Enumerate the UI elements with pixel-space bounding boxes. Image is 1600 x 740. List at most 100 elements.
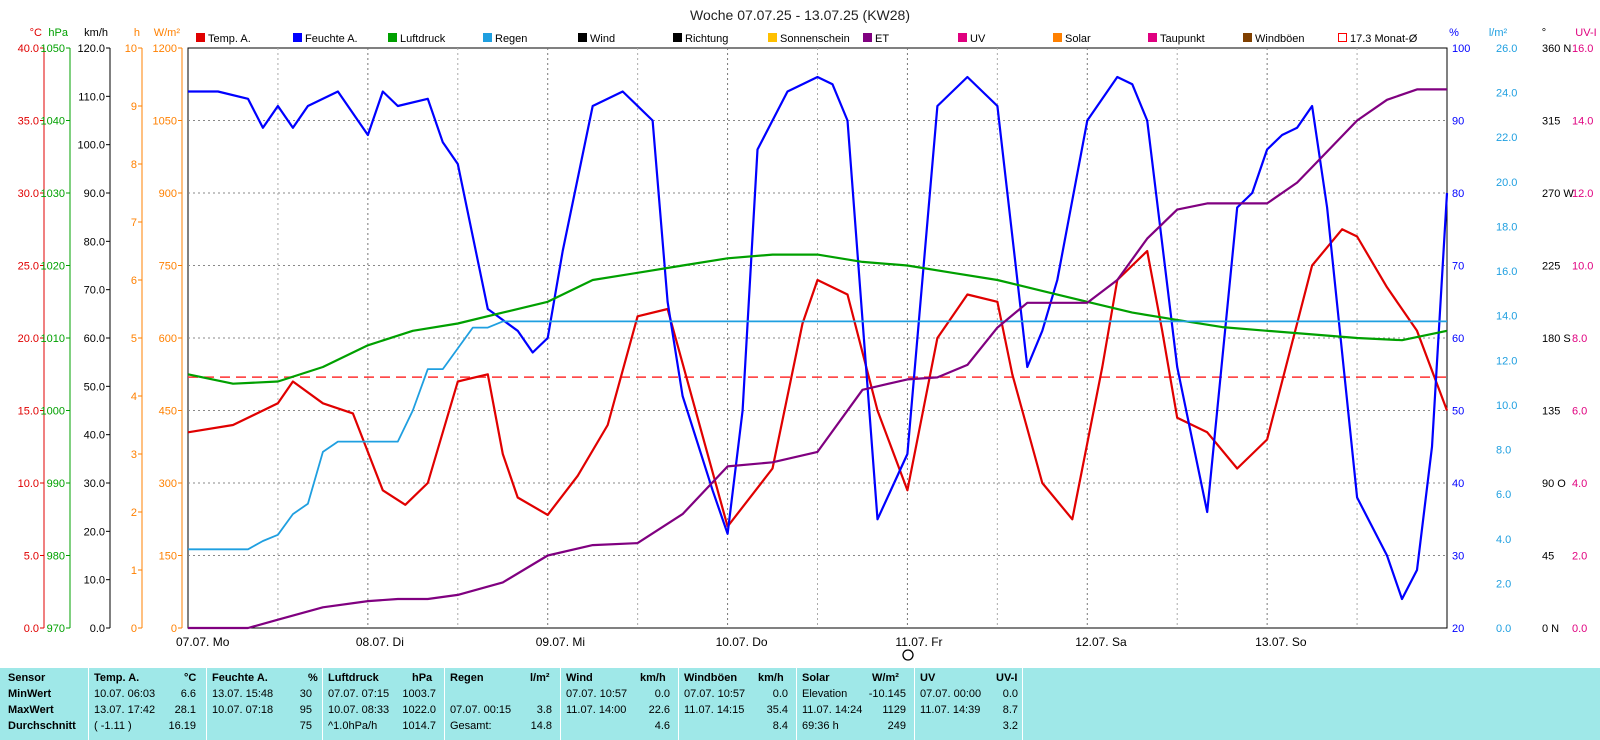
legend-swatch-5 <box>673 33 682 42</box>
right-axis-label-2-8: 0 N <box>1542 623 1559 635</box>
right-axis-label-0-1: 90 <box>1452 116 1464 128</box>
legend-label-12: 17.3 Monat-Ø <box>1350 33 1418 45</box>
right-axis-label-2-4: 180 S <box>1542 333 1571 345</box>
right-axis-label-1-7: 12.0 <box>1496 355 1517 367</box>
right-axis-label-0-7: 30 <box>1452 551 1464 563</box>
left-axis-label-0-6: 10.0 <box>18 478 39 490</box>
left-axis-label-4-1: 1050 <box>153 116 177 128</box>
summary-uv-info: 11.07. 14:39 <box>920 704 981 716</box>
right-axis-label-1-5: 16.0 <box>1496 266 1517 278</box>
day-label-3: 10.07. Do <box>716 635 768 649</box>
left-axis-label-3-4: 6 <box>131 275 137 287</box>
summary-row-label: MinWert <box>8 688 52 700</box>
right-axis-label-2-0: 360 N <box>1542 43 1571 55</box>
col-hum: Feuchte A. <box>212 672 268 684</box>
left-axis-label-4-7: 150 <box>159 551 177 563</box>
summary-press-value: 1003.7 <box>402 688 436 700</box>
summary-rain-value: 3.8 <box>536 704 552 716</box>
legend-swatch-4 <box>578 33 587 42</box>
chart-title: Woche 07.07.25 - 13.07.25 (KW28) <box>690 7 910 23</box>
weather-week-chart: Woche 07.07.25 - 13.07.25 (KW28) Temp. A.… <box>18 7 1597 661</box>
legend-swatch-0 <box>196 33 205 42</box>
left-axis-label-0-5: 15.0 <box>18 406 39 418</box>
legend-swatch-6 <box>768 33 777 42</box>
summary-solar-info: Elevation <box>802 688 848 700</box>
summary-hum-value: 75 <box>299 720 312 732</box>
legend-swatch-8 <box>958 33 967 42</box>
col-uv: UV <box>920 672 936 684</box>
day-label-5: 12.07. Sa <box>1075 635 1127 649</box>
left-axis-label-4-3: 750 <box>159 261 177 273</box>
legend-swatch-10 <box>1148 33 1157 42</box>
summary-wind-value: 0.0 <box>654 688 670 700</box>
summary-header-row: Sensor Temp. A. °C Feuchte A. % Luftdruc… <box>0 672 1600 688</box>
left-axis-label-3-6: 4 <box>131 391 137 403</box>
right-axis-label-1-6: 14.0 <box>1496 311 1517 323</box>
summary-rain-info: 07.07. 00:15 <box>450 704 512 716</box>
left-axis-label-2-4: 80.0 <box>84 236 105 248</box>
summary-wind-value: 22.6 <box>648 704 670 716</box>
right-axis-label-1-1: 24.0 <box>1496 88 1517 100</box>
right-axis-label-2-6: 90 O <box>1542 478 1566 490</box>
summary-uv-info: 07.07. 00:00 <box>920 688 982 700</box>
left-axis-label-1-7: 980 <box>47 551 65 563</box>
day-label-1: 08.07. Di <box>356 635 404 649</box>
right-axis-label-1-12: 2.0 <box>1496 578 1511 590</box>
right-axis-label-2-2: 270 W <box>1542 188 1574 200</box>
legend-label-11: Windböen <box>1255 33 1305 45</box>
right-axis-label-1-9: 8.0 <box>1496 445 1511 457</box>
left-axis-unit-3: h <box>134 27 140 39</box>
summary-rain-value: 14.8 <box>530 720 552 732</box>
right-axis-label-2-3: 225 <box>1542 261 1560 273</box>
summary-gust-info: 11.07. 14:15 <box>684 704 745 716</box>
right-axis-label-1-8: 10.0 <box>1496 400 1517 412</box>
series-line-et <box>188 88 1447 630</box>
legend-label-0: Temp. A. <box>208 33 251 45</box>
right-axis-label-3-2: 12.0 <box>1572 188 1593 200</box>
col-wind-unit: km/h <box>640 672 666 684</box>
summary-solar-value: -10.145 <box>868 688 906 700</box>
summary-press-value: 1022.0 <box>402 704 436 716</box>
summary-press-info: ^1.0hPa/h <box>328 720 378 732</box>
summary-solar-value: 1129 <box>882 704 906 716</box>
left-axis-label-3-0: 10 <box>125 43 137 55</box>
compass-marker <box>902 649 914 661</box>
right-axis-label-0-2: 80 <box>1452 188 1464 200</box>
left-axis-label-0-0: 40.0 <box>18 43 39 55</box>
summary-temp-info: ( -1.11 ) <box>94 720 132 732</box>
right-axis-label-0-3: 70 <box>1452 261 1464 273</box>
right-axis-label-2-5: 135 <box>1542 406 1560 418</box>
legend-label-6: Sonnenschein <box>780 33 850 45</box>
legend-label-2: Luftdruck <box>400 33 446 45</box>
summary-solar-value: 249 <box>887 720 906 732</box>
summary-row-label: MaxWert <box>8 704 54 716</box>
left-axis-label-1-0: 1050 <box>41 43 65 55</box>
summary-temp-info: 13.07. 17:42 <box>94 704 156 716</box>
left-axis-label-0-7: 5.0 <box>24 551 39 563</box>
summary-wind-info: 11.07. 14:00 <box>566 704 627 716</box>
summary-press-info: 07.07. 07:15 <box>328 688 390 700</box>
summary-row-maxwert: MaxWert 13.07. 17:42 28.1 10.07. 07:18 95 10.… <box>0 704 1600 720</box>
summary-temp-value: 28.1 <box>174 704 196 716</box>
left-axis-label-3-3: 7 <box>131 217 137 229</box>
left-axis-label-1-8: 970 <box>47 623 65 635</box>
left-axis-label-4-8: 0 <box>171 623 177 635</box>
left-axis-label-4-5: 450 <box>159 406 177 418</box>
summary-gust-info: 07.07. 10:57 <box>684 688 746 700</box>
left-axis-unit-1: hPa <box>48 27 68 39</box>
right-axis-label-3-5: 6.0 <box>1572 406 1587 418</box>
left-axis-label-2-10: 20.0 <box>84 526 105 538</box>
right-axis-unit-3: UV-I <box>1575 27 1596 39</box>
legend-label-5: Richtung <box>685 33 728 45</box>
summary-rain-info: Gesamt: <box>450 720 492 732</box>
col-temp: Temp. A. <box>94 672 140 684</box>
right-axis-label-2-7: 45 <box>1542 551 1554 563</box>
summary-press-value: 1014.7 <box>402 720 436 732</box>
right-axis-label-1-4: 18.0 <box>1496 221 1517 233</box>
legend-label-4: Wind <box>590 33 615 45</box>
summary-hum-info: 10.07. 07:18 <box>212 704 274 716</box>
summary-row-minwert: MinWert 10.07. 06:03 6.6 13.07. 15:48 30 07.0… <box>0 688 1600 704</box>
left-axis-label-4-2: 900 <box>159 188 177 200</box>
legend-swatch-9 <box>1053 33 1062 42</box>
